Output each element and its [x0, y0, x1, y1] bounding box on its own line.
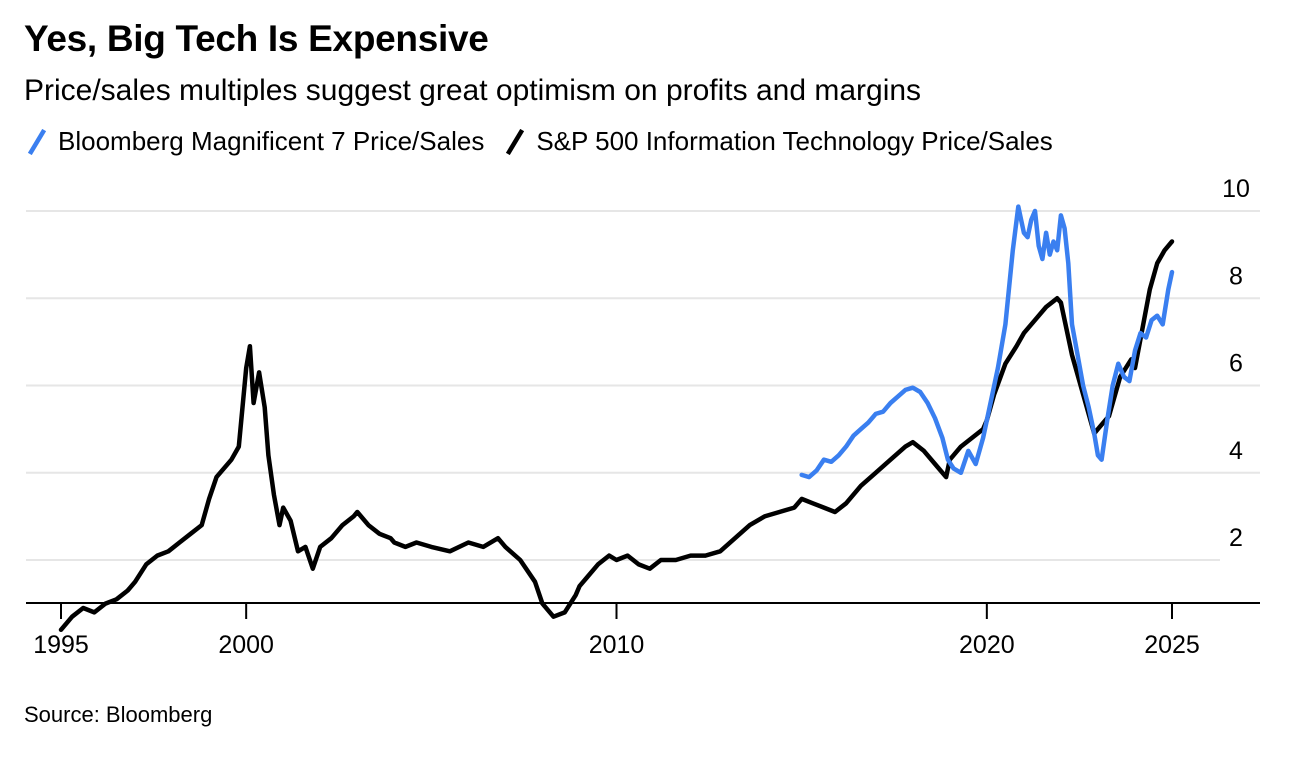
legend-item-mag7: Bloomberg Magnificent 7 Price/Sales — [28, 126, 484, 157]
x-tick-label-2000: 2000 — [218, 631, 274, 659]
y-tick-label-10: 10 — [1222, 175, 1250, 203]
chart-title: Yes, Big Tech Is Expensive — [24, 18, 489, 59]
y-tick-label-4: 4 — [1229, 437, 1243, 465]
x-axis-ticks: 1995 2000 2010 2020 2025 — [33, 603, 1200, 659]
series-lines — [58, 204, 1175, 633]
x-tick-label-2010: 2010 — [589, 631, 645, 659]
series-line-mag7 — [799, 204, 1175, 480]
legend-swatch-sp500it — [506, 128, 525, 155]
legend: Bloomberg Magnificent 7 Price/Sales S&P … — [28, 126, 1075, 157]
legend-swatch-mag7 — [28, 128, 46, 155]
legend-item-sp500it: S&P 500 Information Technology Price/Sal… — [506, 126, 1053, 157]
gridlines — [26, 210, 1260, 561]
y-tick-label-2: 2 — [1229, 524, 1243, 552]
y-tick-label-6: 6 — [1229, 350, 1243, 378]
x-tick-label-1995: 1995 — [33, 631, 89, 659]
y-tick-label-8: 8 — [1229, 262, 1243, 290]
y-axis-tick-labels: 2 4 6 8 10 — [1222, 175, 1250, 552]
source-note: Source: Bloomberg — [24, 702, 213, 727]
x-tick-label-2025: 2025 — [1144, 631, 1200, 659]
legend-label-sp500it: S&P 500 Information Technology Price/Sal… — [536, 126, 1053, 156]
x-tick-label-2020: 2020 — [959, 631, 1015, 659]
chart-subtitle: Price/sales multiples suggest great opti… — [24, 74, 922, 107]
line-chart: 2 4 6 8 10 1995 2000 2010 2020 2025 — [26, 175, 1260, 659]
legend-label-mag7: Bloomberg Magnificent 7 Price/Sales — [58, 126, 485, 156]
series-line-sp500it — [58, 239, 1175, 633]
